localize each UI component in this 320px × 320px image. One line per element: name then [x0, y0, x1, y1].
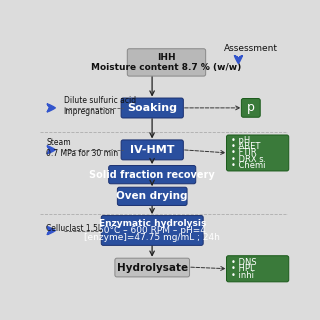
Text: • DNS: • DNS: [231, 258, 257, 267]
Text: IHH: IHH: [157, 53, 176, 62]
FancyBboxPatch shape: [117, 187, 187, 205]
Text: • HPL: • HPL: [231, 264, 255, 273]
FancyBboxPatch shape: [127, 49, 206, 76]
FancyBboxPatch shape: [241, 99, 260, 117]
Text: Soaking: Soaking: [127, 103, 177, 113]
Text: • pH: • pH: [231, 136, 251, 145]
Text: • FTIR: • FTIR: [231, 148, 257, 157]
FancyBboxPatch shape: [115, 258, 189, 277]
FancyBboxPatch shape: [227, 256, 289, 282]
FancyBboxPatch shape: [109, 165, 196, 184]
Text: Moisture content 8.7 % (w/w): Moisture content 8.7 % (w/w): [91, 63, 242, 72]
FancyBboxPatch shape: [121, 140, 183, 160]
Text: p: p: [247, 101, 255, 114]
Text: 50°C – 600 RPM – pH=4: 50°C – 600 RPM – pH=4: [98, 226, 206, 235]
Text: • ABET: • ABET: [231, 142, 261, 151]
Text: Assessment: Assessment: [224, 44, 277, 53]
FancyBboxPatch shape: [101, 216, 203, 245]
Text: [enzyme]=47.75 mg/mL ; 24h: [enzyme]=47.75 mg/mL ; 24h: [84, 233, 220, 242]
Text: Solid fraction recovery: Solid fraction recovery: [89, 170, 215, 180]
Text: • DRX s: • DRX s: [231, 155, 264, 164]
Text: Steam
0.7 MPa for 30 min: Steam 0.7 MPa for 30 min: [46, 138, 118, 157]
Text: Celluclast 1.5L: Celluclast 1.5L: [46, 224, 102, 233]
Text: Dilute sulfuric acid
impregnation: Dilute sulfuric acid impregnation: [64, 96, 136, 116]
Text: IV-HMT: IV-HMT: [130, 145, 174, 155]
FancyBboxPatch shape: [121, 98, 183, 118]
Text: Enzymatic hydrolysis: Enzymatic hydrolysis: [99, 219, 206, 228]
Text: • inhi: • inhi: [231, 271, 254, 280]
Text: • Chemi: • Chemi: [231, 161, 266, 170]
Text: Hydrolysate: Hydrolysate: [117, 262, 188, 273]
Text: Oven drying: Oven drying: [116, 191, 188, 201]
FancyBboxPatch shape: [227, 135, 289, 171]
